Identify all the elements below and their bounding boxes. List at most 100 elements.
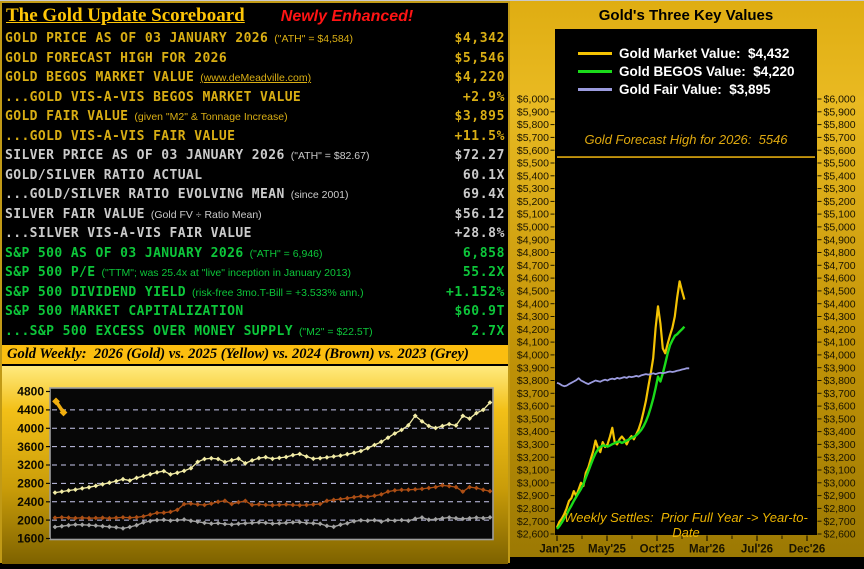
y-tick-label-left: $5,100 bbox=[517, 209, 549, 221]
scoreboard-rows: GOLD PRICE AS OF 03 JANUARY 2026 ("ATH" =… bbox=[2, 31, 508, 343]
row-label: S&P 500 AS OF 03 JANUARY 2026 bbox=[5, 245, 244, 261]
scoreboard-row: S&P 500 DIVIDEND YIELD (risk-free 3mo.T-B… bbox=[2, 285, 508, 305]
y-tick-label: 1600 bbox=[17, 532, 44, 546]
row-note: (risk-free 3mo.T-Bill = +3.533% ann.) bbox=[192, 286, 364, 299]
legend-item: Gold Market Value: $4,432 bbox=[578, 44, 795, 62]
y-tick-label-right: $5,100 bbox=[824, 209, 856, 221]
scoreboard-row: GOLD FORECAST HIGH FOR 2026 $5,546 bbox=[2, 51, 508, 71]
row-note: ("TTM"; was 25.4x at "live" inception in… bbox=[101, 267, 352, 279]
y-tick-label-left: $5,900 bbox=[517, 106, 549, 118]
row-value: +2.9% bbox=[462, 89, 505, 105]
y-tick-label-left: $2,800 bbox=[517, 503, 549, 515]
y-tick-label-right: $5,300 bbox=[824, 183, 856, 195]
row-label: GOLD FORECAST HIGH FOR 2026 bbox=[5, 50, 228, 66]
y-tick-label-right: $4,500 bbox=[824, 286, 856, 298]
y-tick-label: 3600 bbox=[17, 440, 44, 454]
y-tick-label-left: $3,000 bbox=[517, 477, 549, 489]
y-tick-label-right: $5,700 bbox=[824, 132, 856, 144]
row-note: ("ATH" = $4,584) bbox=[274, 33, 354, 45]
y-tick-label-left: $5,400 bbox=[517, 170, 549, 182]
y-tick-label-left: $3,700 bbox=[517, 388, 549, 400]
y-tick-label: 2400 bbox=[17, 495, 44, 509]
y-tick-label-right: $4,400 bbox=[824, 298, 856, 310]
y-tick-label-right: $4,300 bbox=[824, 311, 856, 323]
y-tick-label-right: $5,400 bbox=[824, 170, 856, 182]
key-values-plot: $6,000 $6,000$5,900 $5,900$5,800 $5,800$5,7… bbox=[517, 29, 856, 556]
y-tick-label-right: $5,600 bbox=[824, 145, 856, 157]
demeadville-link[interactable]: (www.deMeadville.com) bbox=[200, 72, 312, 84]
gold-weekly-banner: Gold Weekly: 2026 (Gold) vs. 2025 (Yello… bbox=[2, 343, 508, 366]
row-label: GOLD PRICE AS OF 03 JANUARY 2026 bbox=[5, 31, 269, 46]
y-tick-label: 4000 bbox=[17, 422, 44, 436]
y-tick-label-left: $3,900 bbox=[517, 362, 549, 374]
y-tick-label-right: $3,200 bbox=[824, 452, 856, 464]
x-tick-label: Mar'26 bbox=[689, 544, 725, 556]
scoreboard-row: S&P 500 MARKET CAPITALIZATION $60.9T bbox=[2, 304, 508, 324]
y-tick-label-right: $3,000 bbox=[824, 477, 856, 489]
legend-label: Gold BEGOS Value: $4,220 bbox=[619, 63, 795, 79]
x-tick-label: Jan'25 bbox=[539, 544, 575, 556]
y-tick-label-left: $4,600 bbox=[517, 273, 549, 285]
scoreboard-row: S&P 500 P/E ("TTM"; was 25.4x at "live" i… bbox=[2, 265, 508, 285]
row-note: (since 2001) bbox=[290, 189, 349, 201]
y-tick-label: 4800 bbox=[17, 385, 44, 399]
y-tick-label-left: $4,400 bbox=[517, 298, 549, 310]
row-value: 69.4X bbox=[462, 187, 505, 202]
row-label: ...SILVER VIS-À-VIS FAIR VALUE bbox=[5, 226, 252, 241]
y-tick-label-left: $3,400 bbox=[517, 426, 549, 438]
legend-label: Gold Market Value: $4,432 bbox=[619, 45, 790, 61]
row-label: ...GOLD VIS-À-VIS BEGOS MARKET VALUE bbox=[5, 89, 302, 105]
scoreboard-row: ...GOLD/SILVER RATIO EVOLVING MEAN (since… bbox=[2, 187, 508, 207]
y-tick-label-right: $3,100 bbox=[824, 465, 856, 477]
y-tick-label-right: $5,000 bbox=[824, 222, 856, 234]
y-tick-label-left: $4,900 bbox=[517, 234, 549, 246]
y-tick-label-right: $2,600 bbox=[824, 529, 856, 541]
key-values-title: Gold's Three Key Values bbox=[598, 7, 774, 24]
series-markers bbox=[52, 400, 493, 495]
y-tick-label-left: $3,800 bbox=[517, 375, 549, 387]
row-label: SILVER PRICE AS OF 03 JANUARY 2026 bbox=[5, 148, 285, 163]
row-label: GOLD BEGOS MARKET VALUE bbox=[5, 70, 195, 85]
plot-area bbox=[49, 387, 494, 541]
y-tick-label-left: $4,800 bbox=[517, 247, 549, 259]
plot-area bbox=[555, 29, 817, 535]
row-label: ...S&P 500 EXCESS OVER MONEY SUPPLY bbox=[5, 323, 293, 339]
row-value: 55.2X bbox=[462, 265, 505, 280]
scoreboard-row: GOLD FAIR VALUE (given "M2" & Tonnage Inc… bbox=[2, 109, 508, 129]
row-value: $60.9T bbox=[454, 304, 505, 319]
weekly-settles-note: Weekly Settles: Prior Full Year -> Year-… bbox=[564, 510, 808, 540]
y-tick-label-left: $5,800 bbox=[517, 119, 549, 131]
row-value: $3,895 bbox=[454, 109, 505, 124]
y-tick-label-right: $3,400 bbox=[824, 426, 856, 438]
newly-enhanced-badge: Newly Enhanced! bbox=[280, 8, 414, 25]
gold-weekly-chart: 4800 4400 4000 3600 3200 2800 2400 2000 1600 bbox=[2, 366, 508, 564]
legend-label: Gold Fair Value: $3,895 bbox=[619, 81, 771, 97]
row-label: ...GOLD/SILVER RATIO EVOLVING MEAN bbox=[5, 187, 285, 202]
key-values-legend: Gold Market Value: $4,432 Gold BEGOS Valu… bbox=[578, 44, 795, 99]
key-values-panel: $6,000 $6,000 $5,900 $5,900 $5,800 $5,800 $5,7… bbox=[510, 1, 864, 557]
y-tick-label-left: $5,700 bbox=[517, 132, 549, 144]
y-tick-label-left: $3,300 bbox=[517, 439, 549, 451]
legend-line-sample bbox=[578, 51, 612, 55]
row-value: +11.5% bbox=[454, 128, 505, 144]
row-note: (given "M2" & Tonnage Increase) bbox=[134, 111, 288, 123]
row-label: S&P 500 P/E bbox=[5, 265, 96, 280]
y-tick-label-right: $2,700 bbox=[824, 516, 856, 528]
scoreboard-row: ...GOLD VIS-À-VIS BEGOS MARKET VALUE +2.9… bbox=[2, 90, 508, 110]
row-value: +1.152% bbox=[446, 284, 505, 300]
y-tick-label-right: $4,100 bbox=[824, 337, 856, 349]
series-2023-grey- bbox=[52, 515, 493, 531]
y-tick-label-left: $5,200 bbox=[517, 196, 549, 208]
series-2026-gold- bbox=[52, 397, 68, 417]
y-tick-label-left: $2,600 bbox=[517, 529, 549, 541]
y-tick-label-right: $2,900 bbox=[824, 490, 856, 502]
y-tick-label-left: $5,600 bbox=[517, 145, 549, 157]
y-tick-label-left: $3,600 bbox=[517, 401, 549, 413]
y-tick-label-left: $5,500 bbox=[517, 158, 549, 170]
x-tick-label: Oct'25 bbox=[640, 544, 675, 556]
row-note: ("ATH" = 6,946) bbox=[249, 247, 323, 260]
y-tick-label-right: $4,800 bbox=[824, 247, 856, 259]
y-tick-label-left: $5,300 bbox=[517, 183, 549, 195]
row-value: +28.8% bbox=[454, 226, 505, 241]
y-tick-label-right: $4,700 bbox=[824, 260, 856, 272]
